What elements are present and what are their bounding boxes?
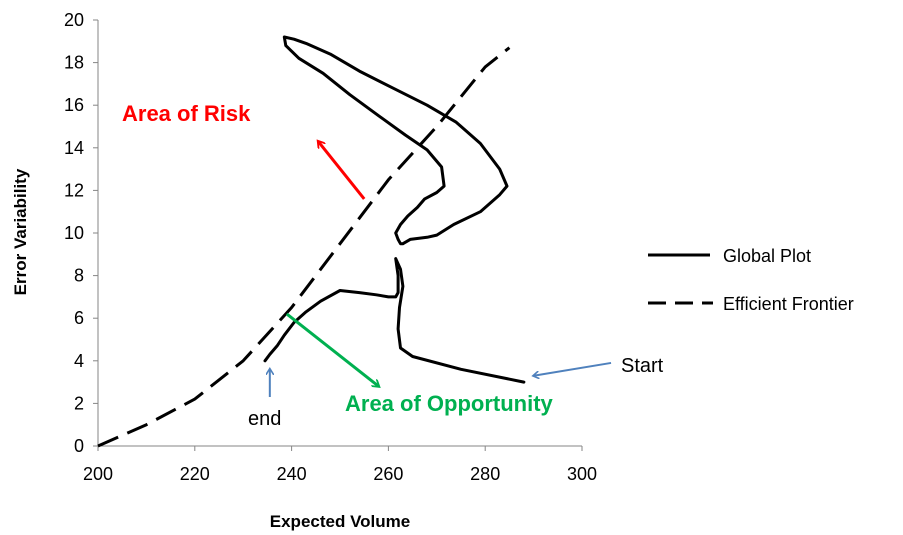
x-axis-ticks: 200 220 240 260 280 300 <box>83 446 597 484</box>
legend: Global Plot Efficient Frontier <box>648 246 854 314</box>
x-tick-label: 220 <box>180 464 210 484</box>
y-tick-label: 14 <box>64 138 84 158</box>
legend-label-global-plot: Global Plot <box>723 246 811 266</box>
y-tick-label: 20 <box>64 10 84 30</box>
x-tick-label: 240 <box>277 464 307 484</box>
risk-arrow <box>318 141 366 200</box>
y-tick-label: 6 <box>74 308 84 328</box>
annotation-end: end <box>248 408 281 430</box>
y-tick-label: 12 <box>64 180 84 200</box>
annotation-area-of-opportunity: Area of Opportunity <box>345 391 554 416</box>
y-axis-title: Error Variability <box>11 168 30 295</box>
plot-series <box>97 35 526 448</box>
y-tick-label: 10 <box>64 223 84 243</box>
series-line-global-plot-upper-loop <box>282 35 509 246</box>
annotation-area-of-risk: Area of Risk <box>122 101 251 126</box>
axes <box>97 20 582 447</box>
legend-label-efficient-frontier: Efficient Frontier <box>723 294 854 314</box>
y-tick-label: 0 <box>74 436 84 456</box>
opportunity-arrow <box>285 312 379 386</box>
annotation-arrows <box>270 141 612 398</box>
x-tick-label: 200 <box>83 464 113 484</box>
x-tick-label: 260 <box>373 464 403 484</box>
y-tick-label: 4 <box>74 351 84 371</box>
y-axis-ticks: 0 2 4 6 8 10 12 14 16 18 20 <box>64 10 98 456</box>
x-tick-label: 280 <box>470 464 500 484</box>
annotation-start: Start <box>621 355 664 377</box>
y-tick-label: 16 <box>64 95 84 115</box>
series-line-global-plot <box>263 257 526 384</box>
x-tick-label: 300 <box>567 464 597 484</box>
x-axis-title: Expected Volume <box>270 512 410 531</box>
start-arrow <box>534 361 612 376</box>
series-line-efficient-frontier <box>97 46 511 448</box>
y-tick-label: 18 <box>64 53 84 73</box>
y-tick-label: 2 <box>74 393 84 413</box>
y-tick-label: 8 <box>74 266 84 286</box>
